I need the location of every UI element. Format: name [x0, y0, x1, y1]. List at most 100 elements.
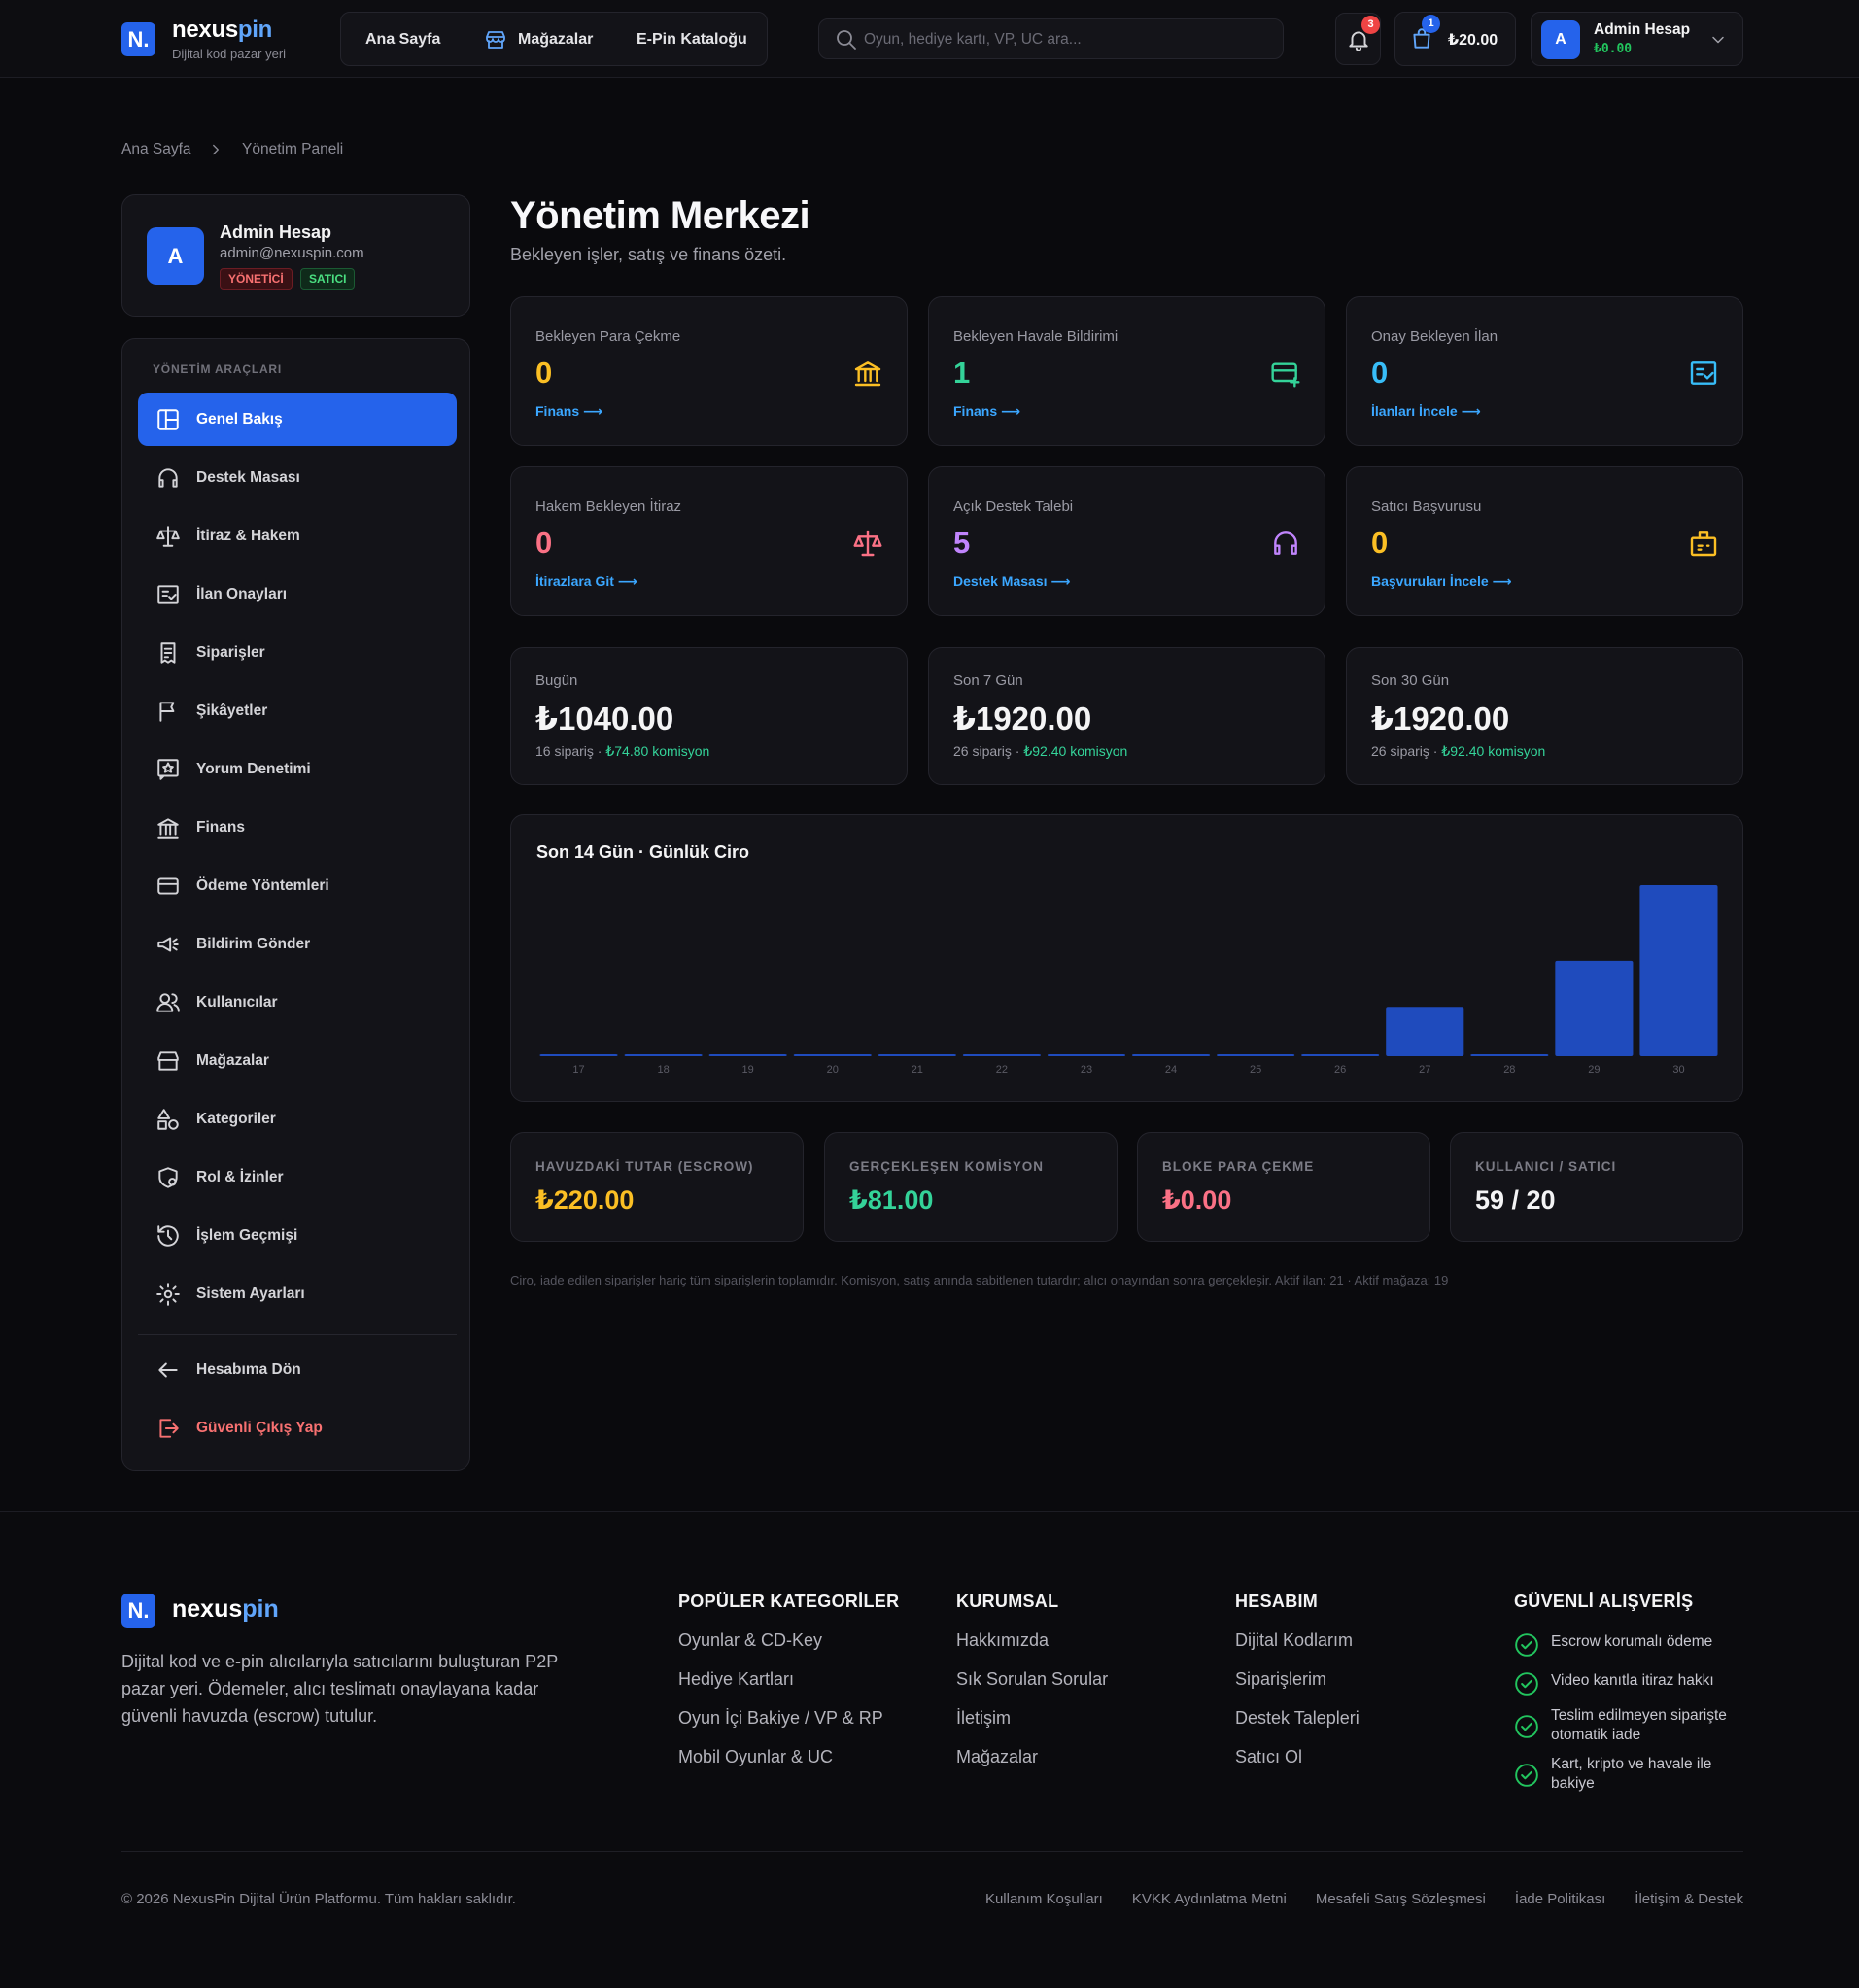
sidebar-item[interactable]: Mağazalar [138, 1034, 457, 1087]
label: Teslim edilmeyen siparişte otomatik iade [1551, 1707, 1727, 1743]
nav-link[interactable]: Ana Sayfa [365, 31, 441, 48]
link[interactable]: İlanları İncele ⟶ [1371, 403, 1481, 419]
footer-link[interactable]: Mağazalar [956, 1747, 1039, 1766]
sidebar-item[interactable]: İtiraz & Hakem [138, 509, 457, 563]
user-menu[interactable]: A Admin Hesap ₺0.00 [1531, 12, 1743, 66]
bar [1301, 1054, 1380, 1056]
sidebar-item[interactable]: Siparişler [138, 626, 457, 679]
label: Son 7 Gün [953, 672, 1023, 689]
footer-link[interactable]: Sık Sorulan Sorular [956, 1669, 1109, 1689]
footer-logo-icon: N. [121, 1594, 155, 1628]
legal-link[interactable]: Kullanım Koşulları [984, 1891, 1103, 1907]
search-box[interactable]: Oyun, hediye kartı, VP, UC ara... [818, 18, 1284, 59]
icon [1690, 531, 1717, 557]
footer-link[interactable]: Mobil Oyunlar & UC [678, 1747, 834, 1766]
bar [793, 1054, 872, 1056]
footer-heading: POPÜLER KATEGORİLER [678, 1592, 900, 1611]
footer [0, 1511, 1859, 1988]
label: Hakem Bekleyen İtiraz [535, 498, 682, 515]
sidebar-item[interactable]: Bildirim Gönder [138, 917, 457, 971]
footer-link[interactable]: Oyunlar & CD-Key [678, 1630, 823, 1650]
link[interactable]: İtirazlara Git ⟶ [535, 573, 637, 589]
link[interactable]: Başvuruları İncele ⟶ [1371, 573, 1512, 589]
notification-button[interactable]: 3 [1335, 13, 1381, 65]
label: Escrow korumalı ödeme [1551, 1633, 1713, 1650]
sidebar-item[interactable]: Kategoriler [138, 1092, 457, 1146]
footer-link[interactable]: Hediye Kartları [678, 1669, 795, 1689]
footer-link[interactable]: Dijital Kodlarım [1235, 1630, 1354, 1650]
summary: 26 sipariş · ₺92.40 komisyon [1371, 743, 1545, 760]
label: GERÇEKLEŞEN KOMİSYON [849, 1159, 1045, 1174]
x-tick-label: 29 [1588, 1064, 1600, 1076]
link[interactable]: Finans ⟶ [953, 403, 1021, 419]
pending-card: Bekleyen Para Çekme 0 Finans ⟶ [510, 296, 908, 446]
footer-link[interactable]: İletişim [956, 1708, 1012, 1728]
sidebar-item[interactable]: Rol & İzinler [138, 1150, 457, 1204]
logo-text[interactable]: nexuspin [172, 17, 272, 44]
x-tick-label: 17 [572, 1064, 584, 1076]
sidebar-item-active[interactable]: Genel Bakış [138, 393, 457, 446]
revenue-card: Son 30 Gün ₺1920.00 26 sipariş · ₺92.40 … [1346, 647, 1743, 785]
summary: 26 sipariş · ₺92.40 komisyon [953, 743, 1127, 760]
footer-link[interactable]: Satıcı Ol [1235, 1747, 1303, 1766]
footer-link[interactable]: Oyun İçi Bakiye / VP & RP [678, 1708, 883, 1728]
logo-icon[interactable]: N. [121, 22, 155, 56]
sidebar-item[interactable]: Finans [138, 801, 457, 854]
label: KULLANICI / SATICI [1475, 1159, 1617, 1174]
logout[interactable]: Güvenli Çıkış Yap [138, 1401, 457, 1455]
sidebar-item[interactable]: Destek Masası [138, 451, 457, 504]
sidebar-item[interactable]: Şikâyetler [138, 684, 457, 737]
bar [539, 1054, 618, 1056]
icon [157, 758, 179, 780]
icon [157, 1108, 179, 1130]
breadcrumb-link[interactable]: Ana Sayfa [121, 141, 191, 157]
sidebar-item[interactable]: İlan Onayları [138, 567, 457, 621]
sidebar-item[interactable]: Yorum Denetimi [138, 742, 457, 796]
orders: 26 sipariş · [953, 743, 1020, 759]
footer-link[interactable]: Destek Talepleri [1235, 1708, 1360, 1728]
link[interactable]: Destek Masası ⟶ [953, 573, 1071, 589]
footer-heading: HESABIM [1235, 1592, 1319, 1611]
icon [157, 584, 179, 604]
legal-link[interactable]: Mesafeli Satış Sözleşmesi [1315, 1891, 1486, 1907]
secure-item: Kart, kripto ve havale ile bakiye [1515, 1755, 1745, 1794]
label: İlan Onayları [196, 585, 288, 602]
sidebar-item[interactable]: Kullanıcılar [138, 976, 457, 1029]
sidebar-item[interactable]: İşlem Geçmişi [138, 1209, 457, 1262]
footer-link[interactable]: Hakkımızda [956, 1630, 1050, 1650]
header: N. nexuspin Dijital kod pazar yeri Ana S… [0, 0, 1859, 78]
bar [1639, 885, 1718, 1056]
legal-link[interactable]: İade Politikası [1514, 1891, 1606, 1907]
copyright: © 2026 NexusPin Dijital Ürün Platformu. … [121, 1891, 516, 1907]
nav-link[interactable]: Mağazalar [518, 31, 594, 48]
profile-avatar: A [147, 227, 204, 285]
breadcrumb-separator [213, 144, 219, 155]
icon [157, 1224, 179, 1247]
notification-badge: 3 [1361, 16, 1380, 34]
x-tick-label: 20 [827, 1064, 839, 1076]
sidebar-item[interactable]: Hesabıma Dön [138, 1343, 457, 1396]
legal-link[interactable]: KVKK Aydınlatma Metni [1131, 1891, 1287, 1907]
footer-link[interactable]: Siparişlerim [1235, 1669, 1327, 1689]
x-tick-label: 21 [912, 1064, 923, 1076]
x-tick-label: 23 [1081, 1064, 1092, 1076]
bar [1217, 1054, 1295, 1056]
cart-button[interactable]: 1 ₺20.00 [1394, 12, 1516, 66]
logo-accent: pin [237, 17, 272, 43]
breadcrumb-current: Yönetim Paneli [242, 141, 344, 157]
x-tick-label: 27 [1419, 1064, 1430, 1076]
stat-card: KULLANICI / SATICI 59 / 20 [1450, 1132, 1743, 1242]
orders: 26 sipariş · [1371, 743, 1438, 759]
stat-card: GERÇEKLEŞEN KOMİSYON ₺81.00 [824, 1132, 1118, 1242]
label: İşlem Geçmişi [196, 1226, 298, 1244]
link[interactable]: Finans ⟶ [535, 403, 603, 419]
sidebar-item[interactable]: Ödeme Yöntemleri [138, 859, 457, 912]
nav-link[interactable]: E-Pin Kataloğu [637, 31, 747, 48]
icon [156, 525, 180, 547]
x-tick-label: 28 [1503, 1064, 1515, 1076]
revenue-card: Bugün ₺1040.00 16 sipariş · ₺74.80 komis… [510, 647, 908, 785]
sidebar-item[interactable]: Sistem Ayarları [138, 1267, 457, 1320]
legal-link[interactable]: İletişim & Destek [1635, 1891, 1743, 1907]
value: 0 [1371, 356, 1389, 390]
